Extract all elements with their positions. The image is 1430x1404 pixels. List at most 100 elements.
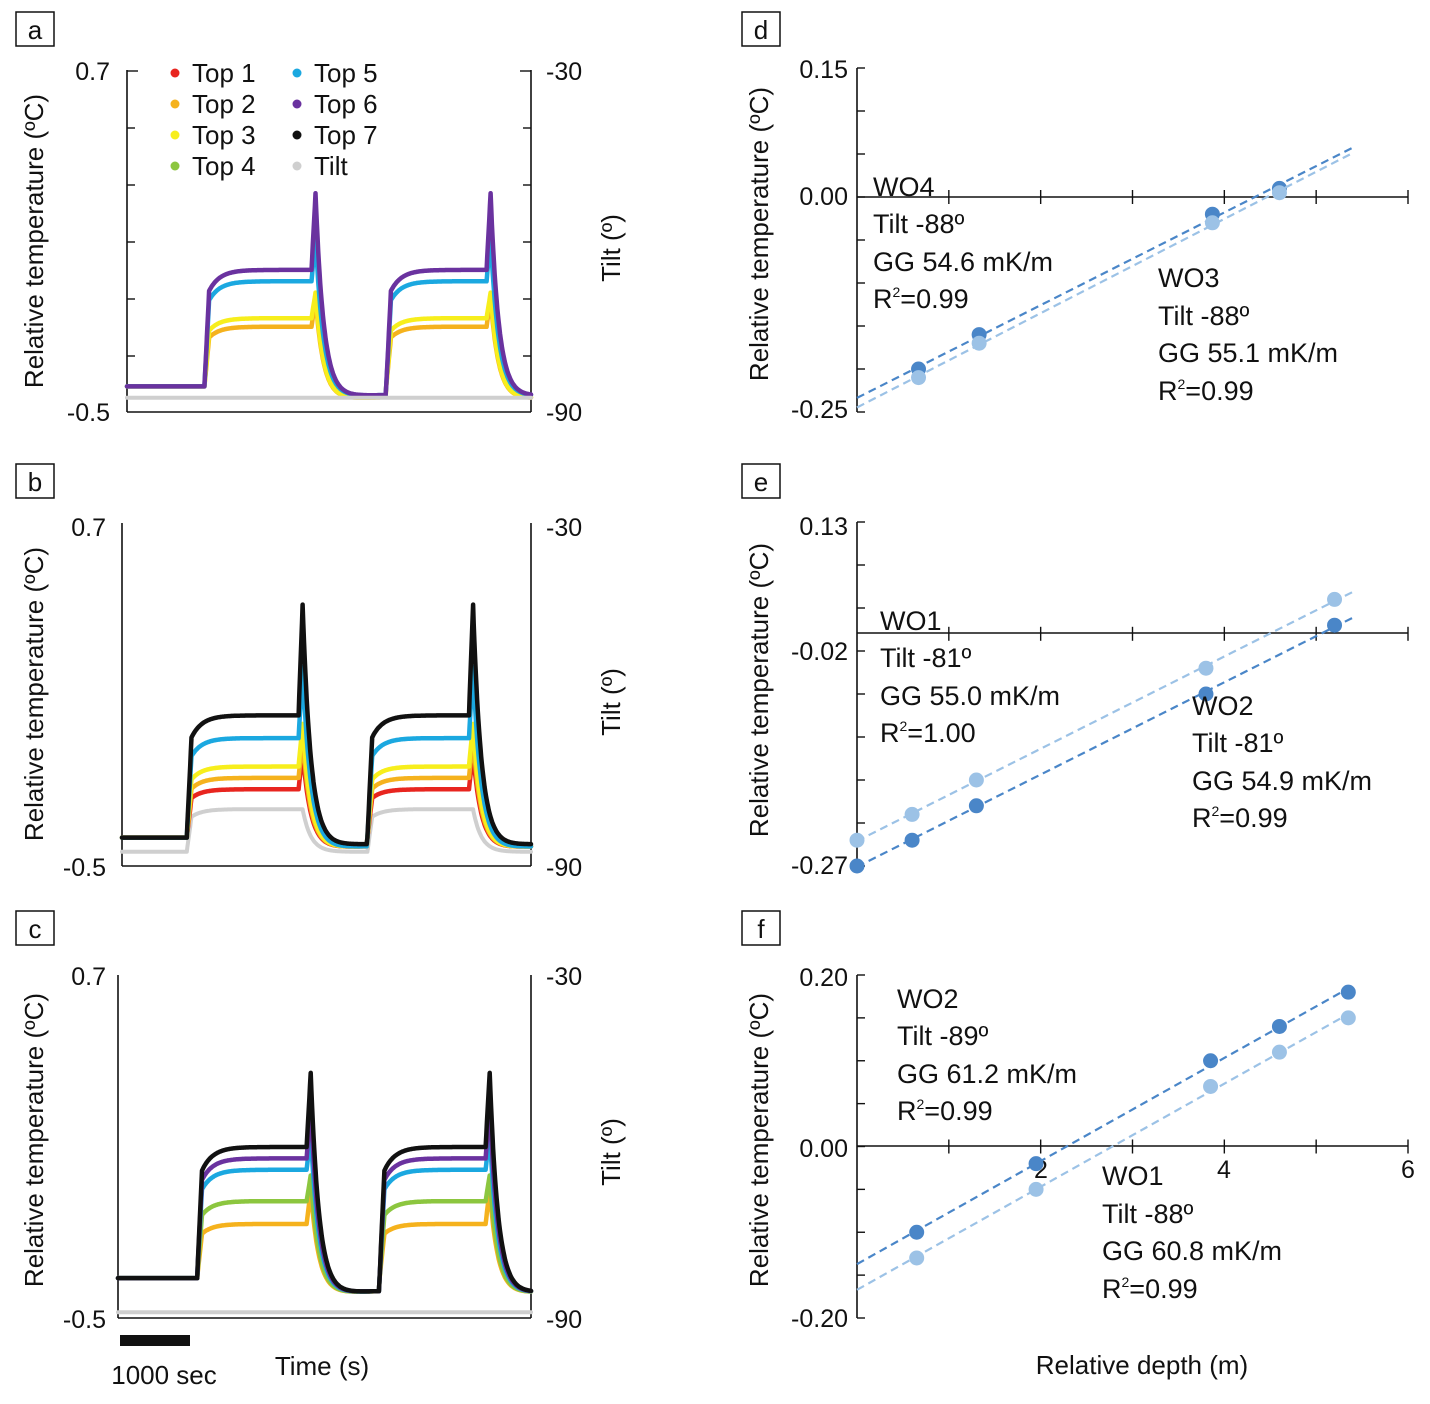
fit-r2: R2=0.99 [1158, 376, 1254, 406]
fit-line-wo2 [856, 984, 1354, 1266]
legend-label-top4: Top 4 [192, 151, 256, 181]
fit-gg: GG 60.8 mK/m [1102, 1236, 1282, 1266]
data-point-wo2 [904, 832, 920, 848]
panel-c-xlabel: Time (s) [275, 1351, 369, 1381]
data-point-wo1 [1198, 660, 1214, 676]
panel-b-label: b [28, 467, 42, 497]
fit-r2: R2=0.99 [897, 1096, 993, 1126]
panel-d-label: d [754, 15, 768, 45]
fit-gg: GG 54.6 mK/m [873, 247, 1053, 277]
panel-b-ylabel: Relative temperature (ºC) [19, 547, 49, 841]
data-point-wo3 [971, 335, 987, 351]
panel-b: b 0.7 -0.5 -30 -90 Relative temperature … [15, 463, 626, 882]
panel-d-label-box [741, 11, 781, 47]
legend-marker-top1 [170, 68, 180, 78]
panel-d-annotation-wo3: WO3 Tilt -88º GG 55.1 mK/m R2=0.99 [1158, 263, 1338, 406]
fit-r2: R2=0.99 [1102, 1274, 1198, 1304]
legend-label-tilt: Tilt [314, 151, 348, 181]
series-line-top7 [119, 602, 534, 847]
panel-c-label: c [29, 914, 42, 944]
panel-c-ytick-top: 0.7 [71, 963, 106, 991]
legend-marker-top6 [292, 99, 302, 109]
panel-e-ytick-bottom: -0.27 [791, 852, 848, 880]
fit-r2: R2=0.99 [873, 284, 969, 314]
panel-b-y2tick-top: -30 [546, 514, 582, 542]
data-point-wo2 [849, 858, 865, 874]
legend: Top 1 Top 2 Top 3 Top 4 Top 5 Top 6 Top … [170, 58, 378, 181]
fit-line-wo1 [856, 1010, 1354, 1291]
fit-r2: R2=1.00 [880, 718, 976, 748]
panel-f-ylabel: Relative temperature (ºC) [744, 993, 774, 1287]
panel-b-ytick-top: 0.7 [71, 514, 106, 542]
series-line-top6 [124, 190, 534, 398]
data-point-wo1 [1340, 1010, 1356, 1026]
data-point-wo2 [1198, 686, 1214, 702]
panel-f-ytick-bottom: -0.20 [791, 1305, 848, 1333]
fit-tilt: Tilt -89º [897, 1021, 989, 1051]
panel-d: d 0.15 0.00 -0.25 Relative temperature (… [741, 11, 1409, 424]
panel-a-label-box [15, 11, 55, 47]
fit-gg: GG 61.2 mK/m [897, 1059, 1077, 1089]
panel-f-xtick: 6 [1401, 1156, 1415, 1184]
panel-c-y2tick-bottom: -90 [546, 1306, 582, 1334]
panel-d-ytick-top: 0.15 [799, 56, 848, 84]
panel-f-xtick: 4 [1217, 1156, 1231, 1184]
data-point-wo2 [968, 798, 984, 814]
panel-f-xlabel: Relative depth (m) [1036, 1350, 1248, 1380]
panel-c-plot-area [115, 1070, 534, 1315]
fit-gg: GG 54.9 mK/m [1192, 766, 1372, 796]
fit-gg: GG 55.1 mK/m [1158, 338, 1338, 368]
scale-bar [120, 1335, 190, 1346]
panel-c-ylabel: Relative temperature (ºC) [19, 993, 49, 1287]
panel-d-ytick-bottom: -0.25 [791, 396, 848, 424]
legend-marker-tilt [292, 161, 302, 171]
fit-name: WO4 [873, 172, 935, 202]
data-point-wo1 [909, 1250, 925, 1266]
data-point-wo1 [904, 806, 920, 822]
fit-line-wo2 [856, 616, 1354, 868]
series-line-top7 [115, 1070, 534, 1294]
panel-a-y2tick-top: -30 [546, 58, 582, 86]
panel-f-label-box [741, 910, 781, 946]
panel-c: c 0.7 -0.5 -30 -90 Relative temperature … [15, 910, 626, 1390]
fit-line-wo1 [856, 590, 1354, 843]
panel-d-ylabel: Relative temperature (ºC) [744, 87, 774, 381]
data-point-wo2 [1028, 1156, 1044, 1172]
data-point-wo2 [1271, 1018, 1287, 1034]
panel-d-plot-area [856, 67, 1409, 413]
panel-f-annotation-wo2: WO2 Tilt -89º GG 61.2 mK/m R2=0.99 [897, 984, 1077, 1126]
panel-f-annotation-wo1: WO1 Tilt -88º GG 60.8 mK/m R2=0.99 [1102, 1161, 1282, 1304]
data-point-wo1 [1327, 591, 1343, 607]
data-point-wo2 [1327, 617, 1343, 633]
data-point-wo1 [849, 832, 865, 848]
legend-marker-top2 [170, 99, 180, 109]
fit-tilt: Tilt -81º [1192, 728, 1284, 758]
panel-e-annotation-wo2: WO2 Tilt -81º GG 54.9 mK/m R2=0.99 [1192, 691, 1372, 833]
fit-name: WO2 [897, 984, 959, 1014]
data-point-wo2 [1203, 1053, 1219, 1069]
scale-bar-label: 1000 sec [111, 1360, 217, 1390]
panel-e-ylabel: Relative temperature (ºC) [744, 543, 774, 837]
fit-tilt: Tilt -88º [873, 209, 965, 239]
panel-d-ytick-zero: 0.00 [799, 183, 848, 211]
fit-tilt: Tilt -81º [880, 643, 972, 673]
panel-a-ytick-bottom: -0.5 [67, 399, 110, 427]
legend-marker-top7 [292, 130, 302, 140]
panel-f: f 0.20 0.00 -0.20 2 4 6 Relative tempera… [741, 910, 1415, 1380]
panel-c-ytick-bottom: -0.5 [63, 1306, 106, 1334]
panel-a-plot-area [124, 190, 534, 400]
legend-marker-top5 [292, 68, 302, 78]
panel-c-label-box [15, 910, 55, 946]
series-line-top3 [124, 290, 534, 400]
series-line-top4 [115, 1173, 534, 1294]
legend-marker-top3 [170, 130, 180, 140]
fit-name: WO3 [1158, 263, 1220, 293]
panel-f-plot-area [856, 974, 1409, 1319]
data-point-wo1 [968, 772, 984, 788]
fit-tilt: Tilt -88º [1102, 1199, 1194, 1229]
data-point-wo1 [1271, 1044, 1287, 1060]
panel-a-y2tick-bottom: -90 [546, 399, 582, 427]
fit-name: WO1 [880, 606, 942, 636]
panel-a-y2label: Tilt (º) [596, 214, 626, 282]
